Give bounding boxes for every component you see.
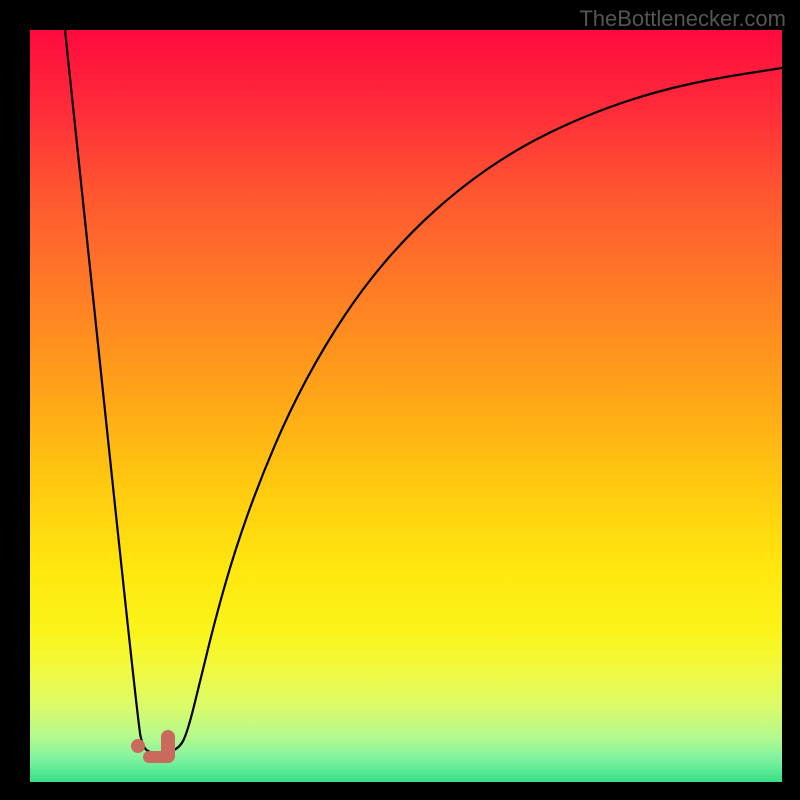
chart-container: TheBottlenecker.com	[0, 0, 800, 800]
plot-area	[30, 30, 782, 782]
watermark-text: TheBottlenecker.com	[579, 6, 786, 32]
minimum-marker	[30, 30, 782, 782]
